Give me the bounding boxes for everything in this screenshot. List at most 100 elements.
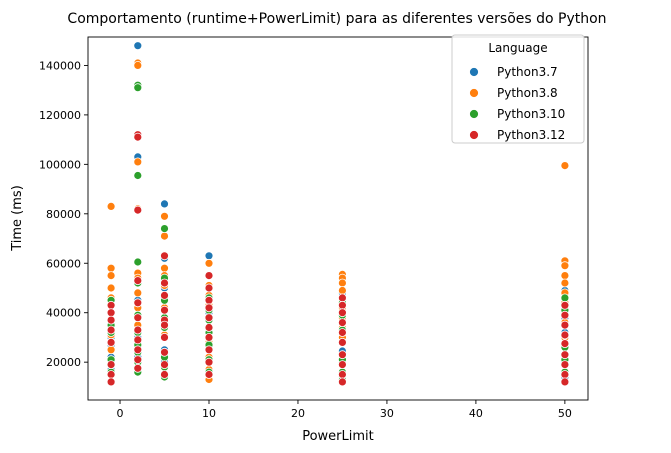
data-point	[560, 293, 570, 303]
data-point	[337, 370, 347, 379]
data-point	[160, 290, 169, 300]
data-point	[160, 320, 169, 330]
x-axis-label: PowerLimit	[302, 429, 374, 444]
legend-marker	[469, 88, 479, 98]
x-tick-label: 50	[558, 407, 572, 420]
plot-frame	[87, 36, 589, 401]
data-point	[160, 347, 169, 357]
legend-marker	[469, 109, 479, 119]
data-point	[160, 263, 169, 273]
data-point	[560, 350, 570, 360]
data-point	[337, 350, 347, 360]
data-point	[106, 271, 116, 281]
legend: Language Python3.7Python3.8Python3.10Pyt…	[451, 34, 585, 144]
data-point	[160, 199, 169, 209]
data-point	[133, 325, 143, 335]
data-point	[106, 360, 116, 370]
y-axis-label: Time (ms)	[10, 185, 25, 252]
data-point	[160, 278, 169, 288]
data-point	[337, 337, 347, 347]
data-point	[106, 300, 116, 310]
data-point	[160, 332, 169, 342]
legend-items: Python3.7 Python3.8 Python3.10 Python3.12	[469, 65, 565, 142]
x-tick-label: 0	[117, 407, 124, 420]
data-point	[337, 300, 347, 310]
data-point	[133, 276, 143, 286]
data-point	[106, 345, 116, 355]
data-point	[106, 370, 116, 379]
y-tick-label: 60000	[46, 257, 81, 270]
data-point	[560, 310, 570, 320]
data-point	[133, 288, 143, 298]
data-point	[337, 318, 347, 328]
x-tick-label: 10	[202, 407, 216, 420]
data-point	[560, 300, 570, 310]
data-points	[106, 41, 570, 387]
data-point	[204, 251, 214, 261]
data-point	[133, 298, 143, 308]
data-point	[560, 377, 570, 387]
data-point	[160, 370, 169, 379]
legend-label: Python3.8	[497, 86, 558, 100]
data-point	[204, 370, 214, 379]
data-point	[204, 357, 214, 367]
data-point	[160, 224, 169, 234]
data-point	[133, 61, 143, 70]
y-tick-label: 80000	[46, 208, 81, 221]
x-tick-label: 40	[469, 407, 483, 420]
data-point	[204, 313, 214, 323]
data-point	[204, 283, 214, 293]
data-point	[160, 305, 169, 315]
data-point	[133, 257, 143, 267]
data-point	[337, 293, 347, 303]
data-point	[160, 211, 169, 221]
data-point	[204, 332, 214, 342]
data-point	[204, 271, 214, 281]
data-point	[337, 328, 347, 337]
data-point	[204, 303, 214, 313]
data-point	[560, 339, 570, 349]
data-point	[337, 278, 347, 288]
data-point	[133, 355, 143, 365]
data-point	[560, 261, 570, 271]
data-point	[160, 251, 169, 261]
x-tick-label: 20	[291, 407, 305, 420]
y-tick-label: 40000	[46, 307, 81, 320]
x-tick-label: 30	[380, 407, 394, 420]
data-point	[560, 161, 570, 171]
data-point	[106, 201, 116, 211]
data-point	[560, 320, 570, 330]
data-point	[133, 83, 143, 93]
data-point	[337, 377, 347, 387]
y-tick-label: 100000	[39, 158, 81, 171]
data-point	[337, 286, 347, 295]
data-point	[133, 335, 143, 345]
y-tick-label: 20000	[46, 356, 81, 369]
y-axis-ticks: 20000 40000 60000 80000 100000 120000 140000	[39, 59, 88, 369]
data-point	[106, 337, 116, 347]
data-point	[133, 363, 143, 373]
data-point	[560, 330, 570, 340]
legend-label: Python3.12	[497, 128, 565, 142]
data-point	[133, 205, 143, 215]
legend-label: Python3.7	[497, 65, 558, 79]
y-tick-label: 140000	[39, 59, 81, 72]
data-point	[106, 377, 116, 387]
data-point	[204, 345, 214, 355]
data-point	[204, 258, 214, 268]
data-point	[337, 308, 347, 318]
data-point	[204, 323, 214, 332]
legend-label: Python3.10	[497, 107, 565, 121]
data-point	[133, 313, 143, 323]
data-point	[106, 283, 116, 293]
data-point	[133, 157, 143, 167]
data-point	[560, 360, 570, 370]
data-point	[204, 295, 214, 305]
data-point	[106, 325, 116, 335]
data-point	[133, 171, 143, 180]
legend-box	[451, 34, 585, 144]
data-point	[560, 370, 570, 379]
data-point	[133, 41, 143, 51]
data-point	[133, 345, 143, 355]
